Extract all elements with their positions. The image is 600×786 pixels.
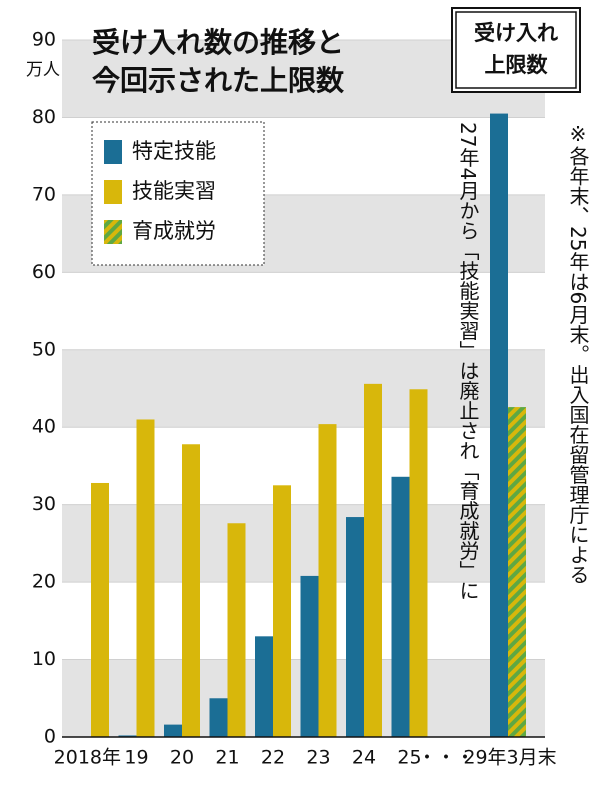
chart-title: 今回示された上限数 (92, 64, 345, 97)
legend-swatch (104, 220, 122, 244)
y-unit: 万人 (26, 60, 60, 80)
x-tick-label: 23 (306, 747, 330, 769)
bar (391, 476, 410, 737)
y-tick-label: 70 (32, 183, 56, 205)
x-tick-label: 20 (170, 747, 194, 769)
x-tick-label: 24 (352, 747, 376, 769)
limit-box-label: 上限数 (485, 53, 549, 77)
bar (227, 523, 246, 737)
x-tick-label: 19 (124, 747, 148, 769)
bar (273, 485, 291, 737)
legend-label: 特定技能 (132, 139, 216, 163)
bar (91, 482, 109, 737)
x-tick-label: 2018年 (54, 747, 121, 769)
bar (490, 113, 508, 738)
grid-band (62, 349, 545, 428)
legend-swatch (104, 180, 122, 204)
source-note: ※各年末、25年は6月末。出入国在留管理庁による (566, 122, 590, 584)
bar (118, 735, 137, 737)
chart-title: 受け入れ数の推移と (92, 26, 344, 59)
bar (409, 389, 428, 737)
annotation: 27年4月から「技能実習」は廃止され「育成就労」に (456, 122, 480, 600)
legend-swatch (104, 140, 122, 164)
y-tick-label: 30 (32, 493, 56, 515)
bar (209, 698, 228, 737)
bar (255, 636, 273, 737)
y-tick-label: 50 (32, 338, 56, 360)
y-tick-label: 60 (32, 261, 56, 283)
bar (182, 444, 200, 737)
bar (346, 517, 364, 737)
y-tick-label: 90 (32, 29, 56, 51)
legend-label: 育成就労 (132, 219, 216, 243)
legend-label: 技能実習 (132, 179, 216, 203)
bar (318, 424, 337, 737)
x-tick-label: 22 (261, 747, 285, 769)
y-tick-label: 0 (44, 726, 56, 748)
bar (136, 419, 155, 737)
y-tick-label: 40 (32, 416, 56, 438)
y-tick-label: 80 (32, 106, 56, 128)
x-tick-label: 25 (397, 747, 421, 769)
y-tick-label: 10 (32, 648, 56, 670)
bar (508, 407, 526, 737)
limit-box-label: 受け入れ (474, 21, 558, 45)
x-tick-label: 21 (215, 747, 239, 769)
limit-box-inner (455, 11, 577, 89)
bar (364, 383, 382, 737)
y-tick-label: 20 (32, 571, 56, 593)
bar (164, 724, 182, 737)
bar (300, 575, 319, 737)
x-tick-label: 29年3月末 (463, 747, 556, 769)
x-ellipsis: ・・・ (417, 747, 474, 769)
limit-box (451, 7, 581, 93)
